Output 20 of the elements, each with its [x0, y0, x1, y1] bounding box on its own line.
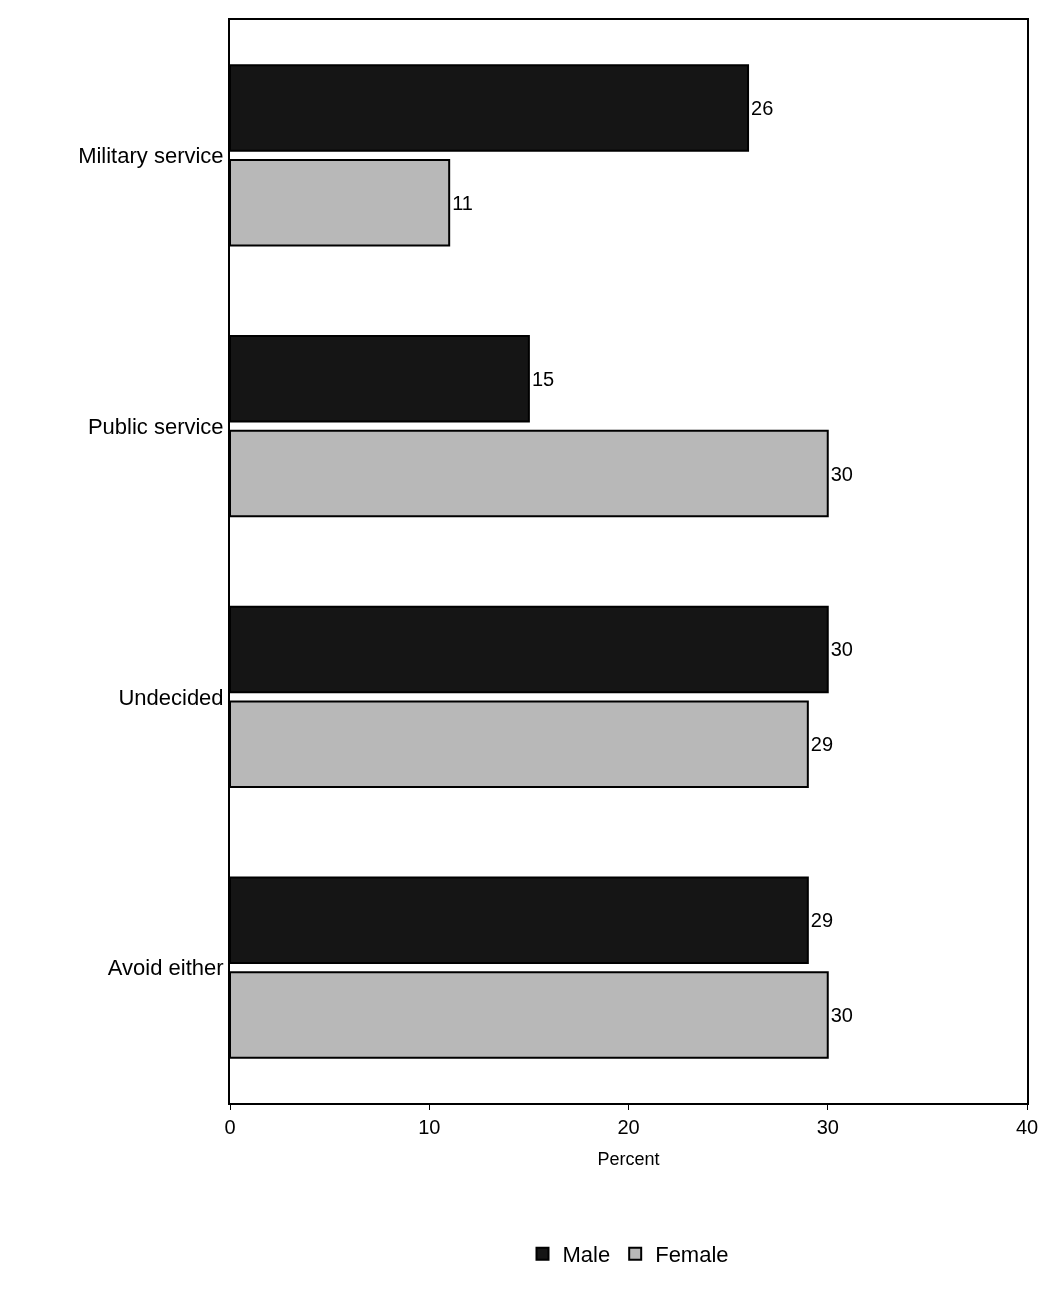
data-label: 15: [531, 367, 555, 390]
data-label: 29: [810, 909, 834, 932]
x-tick-label: 30: [816, 1116, 839, 1138]
legend-label: Female: [655, 1242, 729, 1268]
data-label: 11: [452, 191, 473, 214]
data-label: 30: [830, 1004, 853, 1027]
y-tick-label: Undecided: [118, 684, 224, 710]
x-tick-label: 20: [617, 1116, 640, 1138]
y-tick-label: Avoid either: [107, 955, 224, 981]
y-tick-label: Public service: [87, 413, 224, 439]
legend-label: Male: [562, 1242, 611, 1268]
x-axis-title: Percent: [597, 1148, 660, 1169]
data-label: 26: [751, 97, 774, 119]
data-label: 30: [830, 638, 853, 661]
x-tick-label: 40: [1015, 1116, 1039, 1138]
x-tick-label: 10: [418, 1116, 441, 1138]
y-tick-label: Military service: [78, 143, 224, 169]
data-label: 29: [810, 733, 834, 756]
data-label: 30: [830, 462, 853, 485]
x-tick-label: 0: [224, 1116, 236, 1138]
